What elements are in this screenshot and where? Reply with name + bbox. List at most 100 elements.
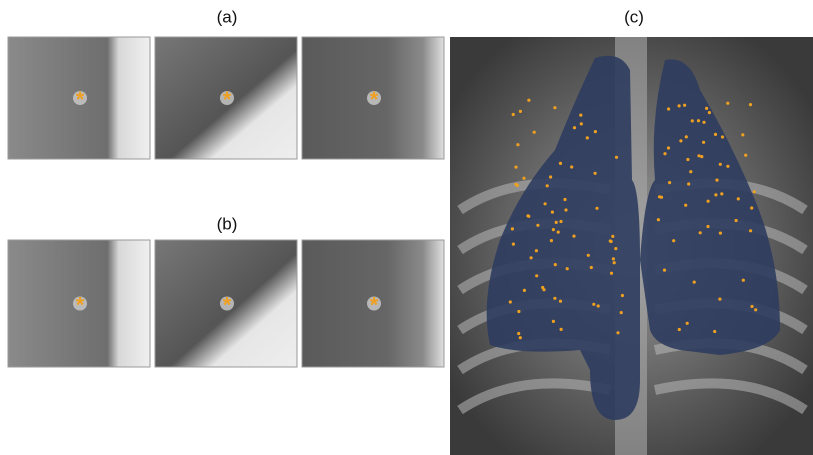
nodule-marker bbox=[620, 311, 623, 314]
nodule-marker bbox=[542, 288, 545, 291]
nodule-marker bbox=[523, 289, 526, 292]
nodule-marker bbox=[685, 135, 688, 138]
nodule-marker bbox=[533, 131, 536, 134]
nodule-marker bbox=[720, 192, 723, 195]
nodule-marker bbox=[526, 214, 529, 217]
nodule-marker bbox=[683, 104, 686, 107]
nodule-marker bbox=[700, 155, 703, 158]
nodule-marker bbox=[702, 121, 705, 124]
marker: * bbox=[370, 292, 379, 317]
nodule-marker bbox=[586, 136, 589, 139]
nodule-marker bbox=[514, 166, 517, 169]
nodule-marker bbox=[551, 211, 554, 214]
nodule-marker bbox=[530, 256, 533, 259]
nodule-marker bbox=[559, 300, 562, 303]
nodule-marker bbox=[555, 221, 558, 224]
nodule-marker bbox=[516, 143, 519, 146]
nodule-marker bbox=[544, 202, 547, 205]
nodule-marker bbox=[566, 267, 569, 270]
nodule-marker bbox=[616, 331, 619, 334]
nodule-marker bbox=[570, 165, 573, 168]
nodule-marker bbox=[592, 303, 595, 306]
nodule-marker bbox=[726, 102, 729, 105]
nodule-marker bbox=[663, 269, 666, 272]
nodule-marker bbox=[597, 304, 600, 307]
nodule-marker bbox=[753, 190, 756, 193]
nodule-marker bbox=[702, 141, 705, 144]
nodule-marker bbox=[536, 224, 539, 227]
nodule-marker bbox=[719, 163, 722, 166]
marker: * bbox=[370, 87, 379, 112]
nodule-marker bbox=[686, 158, 689, 161]
marker: * bbox=[223, 292, 232, 317]
figure: (a) (b) (c) ****** bbox=[0, 0, 813, 455]
nodule-marker bbox=[735, 219, 738, 222]
nodule-marker bbox=[511, 227, 514, 230]
nodule-marker bbox=[678, 328, 681, 331]
nodule-marker bbox=[684, 204, 687, 207]
nodule-marker bbox=[509, 300, 512, 303]
nodule-marker bbox=[563, 198, 566, 201]
nodule-marker bbox=[754, 308, 757, 311]
nodule-marker bbox=[667, 107, 670, 110]
nodule-marker bbox=[708, 111, 711, 114]
nodule-marker bbox=[579, 114, 582, 117]
nodule-marker bbox=[594, 130, 597, 133]
panel-label: (a) bbox=[217, 7, 238, 26]
nodule-marker bbox=[610, 272, 613, 275]
nodule-marker bbox=[553, 106, 556, 109]
nodule-marker bbox=[512, 243, 515, 246]
nodule-marker bbox=[721, 135, 724, 138]
nodule-marker bbox=[686, 322, 689, 325]
nodule-marker bbox=[559, 220, 562, 223]
marker: * bbox=[223, 87, 232, 112]
nodule-marker bbox=[549, 175, 552, 178]
nodule-marker bbox=[657, 218, 660, 221]
nodule-marker bbox=[535, 274, 538, 277]
nodule-marker bbox=[744, 154, 747, 157]
nodule-marker bbox=[580, 122, 583, 125]
nodule-marker bbox=[678, 104, 681, 107]
nodule-marker bbox=[737, 197, 740, 200]
nodule-marker bbox=[572, 235, 575, 238]
nodule-marker bbox=[590, 266, 593, 269]
nodule-marker bbox=[609, 239, 612, 242]
nodule-marker bbox=[693, 281, 696, 284]
nodule-marker bbox=[691, 119, 694, 122]
page: (a) (b) (c) ****** (() => { const data =… bbox=[0, 0, 813, 455]
nodule-marker bbox=[742, 279, 745, 282]
nodule-marker bbox=[527, 99, 530, 102]
nodule-marker bbox=[749, 229, 752, 232]
nodule-marker bbox=[667, 146, 670, 149]
nodule-marker bbox=[553, 297, 556, 300]
nodule-marker bbox=[519, 110, 522, 113]
marker: * bbox=[76, 292, 85, 317]
nodule-marker bbox=[706, 225, 709, 228]
nodule-marker bbox=[587, 254, 590, 257]
nodule-marker bbox=[564, 208, 567, 211]
nodule-marker bbox=[741, 133, 744, 136]
nodule-marker bbox=[697, 154, 700, 157]
nodule-marker bbox=[560, 328, 563, 331]
nodule-marker bbox=[613, 261, 616, 264]
nodule-marker bbox=[517, 332, 520, 335]
nodule-marker bbox=[594, 172, 597, 175]
nodule-marker bbox=[697, 119, 700, 122]
nodule-marker bbox=[750, 206, 753, 209]
nodule-marker bbox=[573, 126, 576, 129]
nodule-marker bbox=[614, 247, 617, 250]
nodule-marker bbox=[749, 103, 752, 106]
nodule-marker bbox=[687, 182, 690, 185]
nodule-marker bbox=[750, 305, 753, 308]
nodule-marker bbox=[559, 162, 562, 165]
nodule-marker bbox=[668, 181, 671, 184]
nodule-marker bbox=[660, 196, 663, 199]
ct-volume bbox=[450, 37, 813, 455]
nodule-marker bbox=[595, 207, 598, 210]
nodule-marker bbox=[519, 336, 522, 339]
panel-label: (b) bbox=[217, 214, 238, 233]
nodule-marker bbox=[552, 228, 555, 231]
nodule-marker bbox=[552, 320, 555, 323]
nodule-marker bbox=[557, 231, 560, 234]
panel-label: (c) bbox=[624, 7, 644, 26]
